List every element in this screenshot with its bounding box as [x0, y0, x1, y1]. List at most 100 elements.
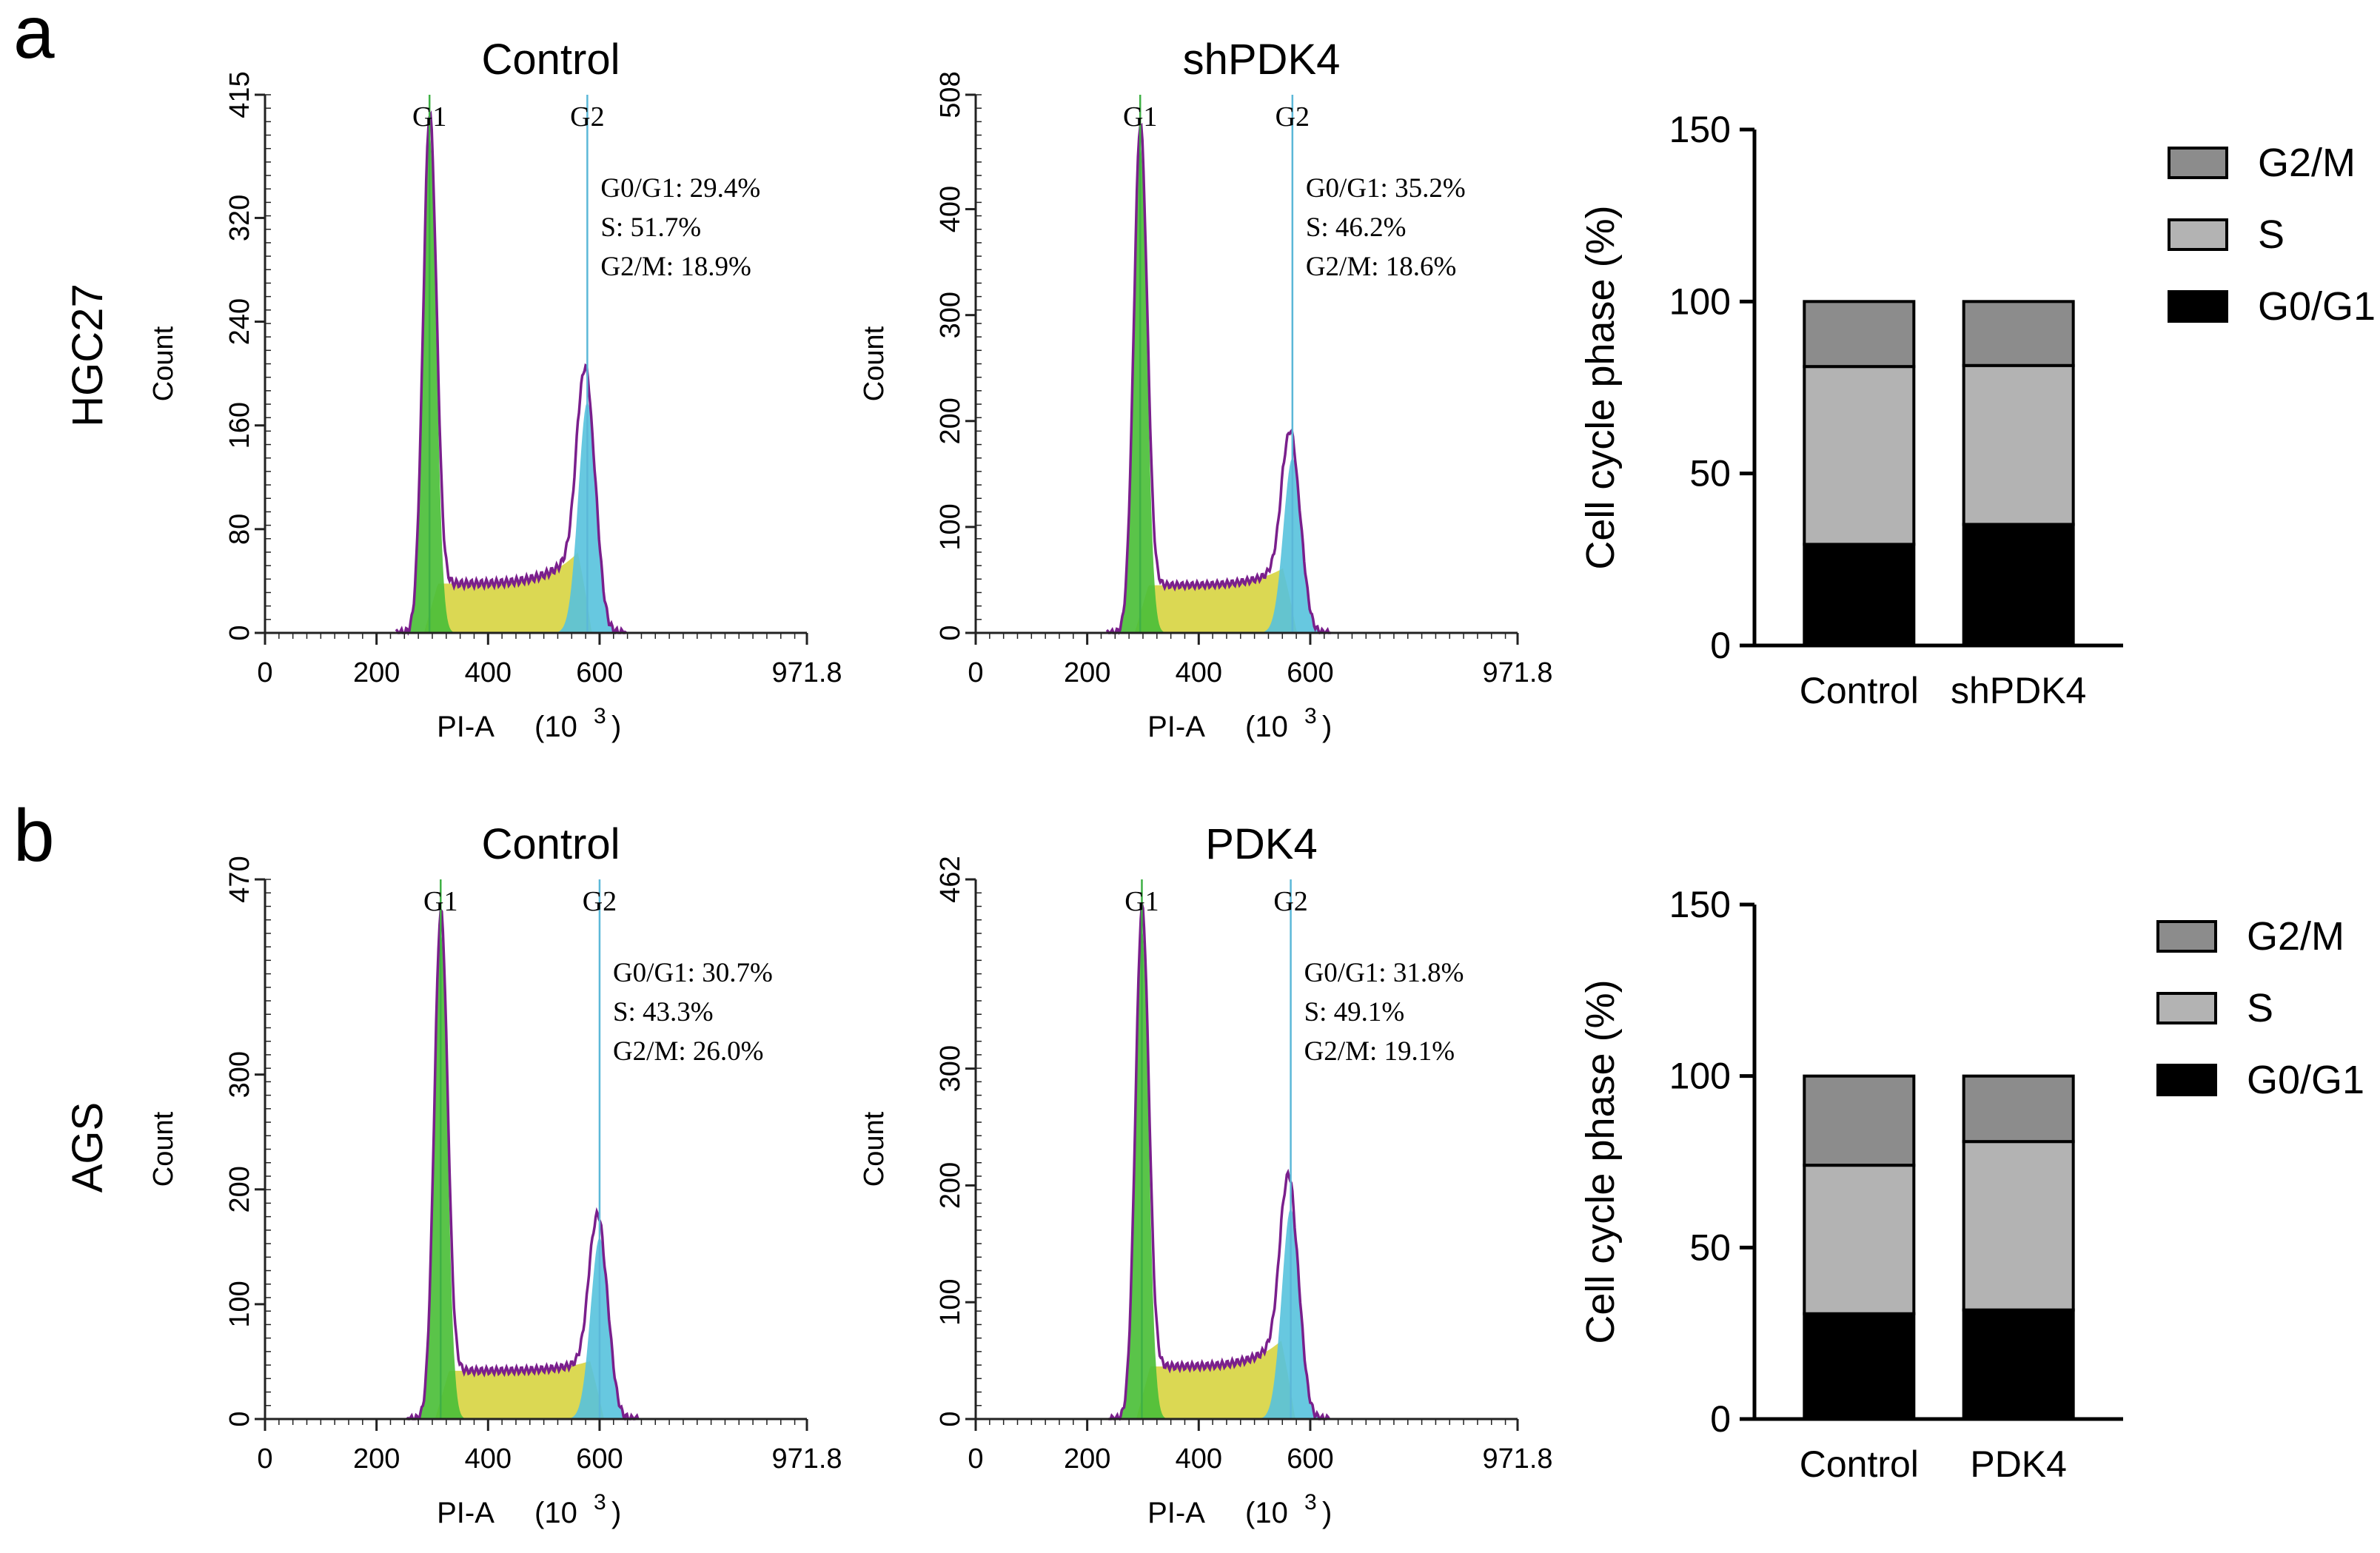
g1-phase-fill [407, 930, 639, 1419]
x-tick-label: 400 [465, 657, 512, 688]
y-tick-label: 150 [1669, 884, 1731, 925]
y-tick-label: 200 [224, 1166, 255, 1212]
x-tick-label: 200 [353, 1443, 400, 1475]
stacked-bar-hgc27: 0 50 100 150 Cell cycle phase (%) Control shPD… [1578, 109, 2376, 711]
y-tick-label: 508 [935, 71, 966, 118]
y-tick-label: 100 [935, 1279, 966, 1326]
y-tick-label: 160 [224, 402, 255, 449]
x-axis-label: PI-A [437, 711, 495, 743]
stat-line: S: 51.7% [600, 212, 701, 243]
x-axis-unit-exponent: 3 [594, 1490, 606, 1515]
stat-line: S: 43.3% [613, 997, 714, 1027]
g2-peak-label: G2 [570, 101, 604, 133]
histogram-hgc27-control: Control G1 G2 G0/G1: 29.4% S: 51.7% G2/M: 18.… [148, 36, 842, 743]
legend-label: G2/M [2258, 141, 2356, 185]
bar-segment-g2m [1803, 1074, 1916, 1167]
y-tick-label: 200 [935, 398, 966, 444]
x-axis-unit: (10 [534, 1497, 577, 1529]
x-axis-unit-close: ) [611, 711, 621, 743]
cell-line-label-ags: AGS [64, 1102, 112, 1193]
bar-segment-g0g1 [1962, 523, 2075, 647]
legend-swatch [2156, 1064, 2217, 1096]
legend-swatch [2156, 920, 2217, 953]
x-axis-unit-exponent: 3 [1304, 1490, 1317, 1515]
x-tick-label: 200 [353, 657, 400, 688]
legend-swatch [2168, 218, 2228, 251]
y-tick-label: 50 [1689, 453, 1731, 494]
y-tick-label: 0 [935, 1411, 966, 1426]
histogram-ags-control: Control G1 G2 G0/G1: 30.7% S: 43.3% G2/M: 26.… [148, 820, 842, 1529]
panel-letter-a: a [13, 0, 55, 74]
y-tick-label: 50 [1689, 1227, 1731, 1268]
x-tick-label: 600 [1287, 1443, 1333, 1475]
bar-segment-g2m [1962, 1074, 2075, 1144]
stat-line: G0/G1: 29.4% [600, 173, 760, 204]
y-tick-label: 100 [224, 1281, 255, 1327]
x-tick-label: 200 [1064, 657, 1110, 688]
histogram-outline [1108, 903, 1331, 1421]
g1-phase-fill [1108, 928, 1330, 1419]
y-axis-label: Count [859, 1111, 890, 1187]
x-tick-label: 200 [1064, 1443, 1110, 1475]
x-axis-unit-close: ) [611, 1497, 621, 1529]
x-axis-unit: (10 [1245, 1497, 1288, 1529]
chart-title: PDK4 [1205, 820, 1318, 868]
stat-line: G2/M: 18.6% [1306, 252, 1457, 282]
g1-peak-label: G1 [423, 886, 457, 917]
bar-segment-s [1803, 365, 1916, 546]
chart-title: Control [482, 820, 620, 868]
y-axis-label: Cell cycle phase (%) [1578, 205, 1623, 569]
y-tick-label: 0 [1710, 1398, 1731, 1440]
y-tick-label: 150 [1669, 109, 1731, 150]
g1-peak-label: G1 [1124, 886, 1159, 917]
legend-label: G0/G1 [2258, 284, 2376, 329]
stat-line: S: 46.2% [1306, 212, 1407, 243]
g1-peak-label: G1 [412, 101, 446, 133]
g1-peak-label: G1 [1123, 101, 1157, 133]
stat-line: G0/G1: 30.7% [613, 958, 773, 988]
y-tick-label: 320 [224, 195, 255, 241]
bar-segment-s [1803, 1164, 1916, 1315]
y-tick-label: 400 [935, 186, 966, 232]
x-tick-label: 0 [257, 657, 272, 688]
x-category-label: Control [1800, 670, 1919, 711]
y-tick-label: 100 [935, 503, 966, 550]
bar-segment-g2m [1962, 300, 2075, 367]
stacked-bar-ags: 0 50 100 150 Cell cycle phase (%) Control PDK4… [1578, 884, 2364, 1485]
y-axis-label: Count [859, 326, 890, 401]
bar-segment-g0g1 [1803, 1312, 1916, 1421]
y-axis-label: Count [148, 326, 179, 401]
x-tick-label: 400 [1176, 657, 1222, 688]
bar-segment-g0g1 [1962, 1308, 2075, 1421]
y-tick-label: 300 [935, 1045, 966, 1092]
y-tick-label: 300 [935, 292, 966, 338]
x-axis-unit-exponent: 3 [594, 704, 606, 728]
x-category-label: Control [1800, 1443, 1919, 1485]
x-axis-label: PI-A [437, 1497, 495, 1529]
g1-phase-fill [1107, 143, 1332, 634]
stat-line: G2/M: 18.9% [600, 252, 751, 282]
legend-label: S [2247, 986, 2273, 1030]
bar-segment-g2m [1803, 300, 1916, 369]
x-tick-label: 600 [576, 1443, 623, 1475]
x-tick-label: 600 [1287, 657, 1333, 688]
legend-label: S [2258, 212, 2285, 257]
cell-line-label-hgc27: HGC27 [64, 284, 112, 426]
histogram-hgc27-shpdk4: shPDK4 G1 G2 G0/G1: 35.2% S: 46.2% G2/M: 18.6… [859, 36, 1553, 743]
legend-label: G2/M [2247, 914, 2344, 959]
x-axis-unit-close: ) [1322, 711, 1332, 743]
bar-segment-s [1962, 1140, 2075, 1312]
y-tick-label: 100 [1669, 281, 1731, 322]
x-tick-label: 600 [576, 657, 623, 688]
stat-line: G2/M: 26.0% [613, 1036, 764, 1067]
bar-segment-g0g1 [1803, 543, 1916, 647]
x-axis-label: PI-A [1147, 711, 1205, 743]
histogram-outline [1105, 122, 1331, 635]
x-axis-unit: (10 [1245, 711, 1288, 743]
x-tick-label: 0 [968, 657, 983, 688]
legend-swatch [2168, 147, 2228, 179]
y-tick-label: 415 [224, 71, 255, 118]
x-axis-unit-exponent: 3 [1304, 704, 1317, 728]
g1-phase-fill [396, 133, 627, 634]
